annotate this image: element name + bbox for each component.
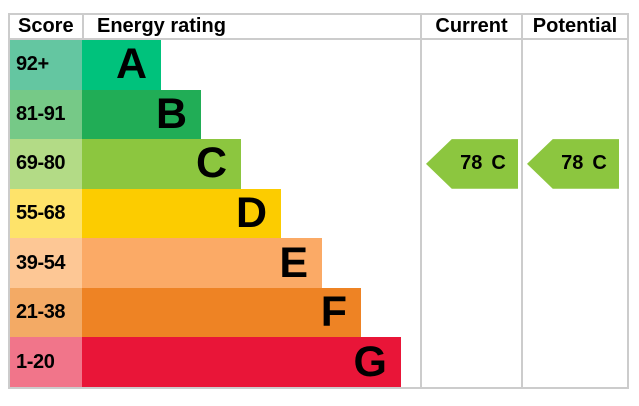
band-score: 21-38 (10, 287, 82, 338)
band-row-d: 55-68 D (10, 188, 627, 239)
band-row-c: 69-80 C (10, 139, 627, 189)
band-row-b: 81-91 B (10, 89, 627, 140)
band-score: 92+ (10, 40, 82, 90)
band-row-f: 21-38 F (10, 287, 627, 338)
potential-header: Potential (532, 15, 618, 37)
band-score: 1-20 (10, 337, 82, 388)
band-score: 39-54 (10, 238, 82, 288)
current-score: 78 (460, 152, 483, 175)
band-score: 55-68 (10, 188, 82, 239)
current-header: Current (435, 15, 508, 37)
header-underline (8, 38, 629, 40)
score-rating-divider (82, 15, 84, 40)
band-row-e: 39-54 E (10, 238, 627, 288)
current-band: C (491, 152, 506, 175)
band-score: 81-91 (10, 89, 82, 140)
energy-rating-header: Energy rating (97, 15, 226, 37)
band-bar: B (82, 89, 201, 140)
potential-column-divider (521, 15, 523, 387)
band-bar: D (82, 188, 281, 239)
potential-score: 78 (561, 152, 584, 175)
band-row-a: 92+ A (10, 40, 627, 90)
band-score: 69-80 (10, 139, 82, 189)
band-bar: C (82, 139, 241, 189)
band-row-g: 1-20 G (10, 337, 627, 388)
score-header: Score (18, 15, 74, 37)
band-bar: E (82, 238, 322, 288)
potential-band: C (592, 152, 607, 175)
band-bar: F (82, 287, 361, 338)
band-bar: A (82, 40, 161, 90)
current-column-divider (420, 15, 422, 387)
band-rows: 92+ A 81-91 B 69-80 C 55-68 D 39-54 E 21… (10, 40, 627, 388)
band-bar: G (82, 337, 401, 388)
